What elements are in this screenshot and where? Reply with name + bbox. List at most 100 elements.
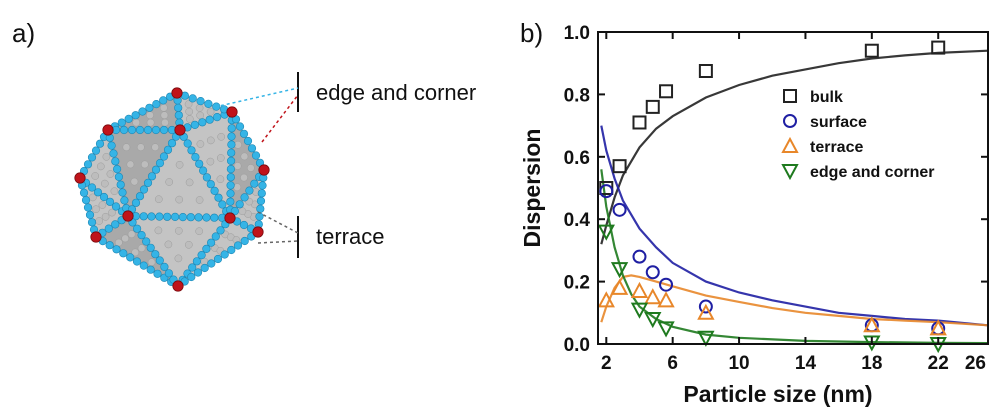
edge-atom <box>226 197 235 206</box>
edge-atom <box>107 141 116 150</box>
panel-b: b) 2 6 10 14 18 22 260.00.20.40.60.81.0 Partic… <box>519 18 989 407</box>
edge-atom <box>251 151 261 160</box>
bulk-atom <box>206 136 215 145</box>
bulk-atom <box>216 175 225 184</box>
edge-atom <box>119 125 129 135</box>
edge-atom <box>257 189 266 198</box>
edge-atom <box>132 257 142 266</box>
bulk-atom <box>174 226 183 235</box>
bulk-atom <box>233 183 242 192</box>
point-edge-and-corner <box>630 302 649 319</box>
x-tick-label: 18 <box>861 353 882 374</box>
point-edge-and-corner <box>597 224 615 241</box>
edge-atom <box>226 189 235 198</box>
edge-atom <box>199 166 208 175</box>
edge-atom <box>202 213 211 222</box>
edge-atom <box>105 197 115 206</box>
edge-atom <box>151 250 160 259</box>
bulk-atom <box>175 195 184 204</box>
bulk-atom <box>185 178 194 187</box>
panel-a-label: a) <box>12 18 35 48</box>
edge-atom <box>247 144 257 153</box>
bulk-atom <box>161 118 169 127</box>
edge-atom <box>155 212 164 221</box>
edge-atom <box>198 118 207 127</box>
edge-atom <box>227 148 236 157</box>
edge-atom <box>131 111 140 120</box>
edge-atom <box>205 115 214 124</box>
corner-atom <box>102 124 114 136</box>
bulk-atom <box>151 143 160 152</box>
edge-atom <box>255 212 264 221</box>
bulk-atom <box>175 160 184 169</box>
edge-atom <box>163 212 172 221</box>
x-tick-label: 14 <box>795 353 817 374</box>
point-terrace <box>610 278 629 295</box>
bulk-atom <box>185 115 194 123</box>
edge-atom <box>146 243 155 252</box>
bulk-atom <box>217 132 226 141</box>
edge-atom <box>213 254 223 264</box>
edge-atom <box>258 181 267 190</box>
bulk-atom <box>110 187 119 196</box>
edge-atom <box>126 253 135 262</box>
legend-label-edge-and-corner: edge and corner <box>810 164 934 181</box>
corner-atom <box>174 124 186 136</box>
bulk-atom <box>106 170 115 178</box>
edge-atom <box>226 165 235 174</box>
edge-atom <box>211 232 220 241</box>
point-bulk <box>659 84 674 99</box>
legend-marker-bulk <box>783 89 797 103</box>
bulk-atom <box>122 143 131 152</box>
edge-atom <box>111 220 120 229</box>
edge-atom <box>85 210 95 219</box>
bulk-atom <box>164 240 173 249</box>
bulk-atom <box>140 160 149 169</box>
edge-atom <box>79 188 89 197</box>
legend-label-bulk: bulk <box>810 89 843 106</box>
corner-atom <box>252 226 264 238</box>
bulk-atom <box>195 196 204 204</box>
edge-atom <box>81 196 91 205</box>
bulk-atom <box>131 248 140 257</box>
edge-atom <box>193 268 203 277</box>
point-surface <box>612 202 627 217</box>
edge-atom <box>243 136 253 146</box>
edge-atom <box>226 173 235 182</box>
point-bulk <box>612 159 627 174</box>
edge-atom <box>133 224 142 233</box>
edge-and-corner-callout: edge and corner <box>316 80 476 105</box>
edge-atom <box>195 159 204 168</box>
point-terrace <box>863 316 881 333</box>
edge-atom <box>239 220 249 230</box>
edge-atom <box>93 188 103 197</box>
edge-atom <box>155 256 164 265</box>
corner-atom <box>172 280 184 292</box>
point-terrace <box>644 288 662 305</box>
point-bulk <box>931 40 946 55</box>
edge-atom <box>124 114 133 123</box>
point-edge-and-corner <box>610 262 629 279</box>
point-edge-and-corner <box>863 335 881 352</box>
edge-atom <box>118 188 127 197</box>
edge-atom <box>171 212 180 221</box>
edge-atom <box>202 173 211 182</box>
edge-atom <box>87 153 97 162</box>
edge-atom <box>151 125 161 135</box>
y-tick-label: 0.0 <box>564 335 590 356</box>
corner-atom <box>171 87 183 99</box>
edge-atom <box>155 159 165 168</box>
data-markers <box>597 40 947 354</box>
edge-atom <box>230 207 239 216</box>
edge-atom <box>186 213 195 222</box>
x-axis-title: Particle size (nm) <box>683 381 872 407</box>
edge-atom <box>83 203 93 212</box>
edge-atom <box>191 153 200 162</box>
bulk-atom <box>127 230 136 239</box>
edge-atom <box>112 245 121 254</box>
legend-marker-surface <box>783 114 797 128</box>
bulk-atom <box>126 160 135 169</box>
edge-atom <box>183 139 192 148</box>
edge-atom <box>174 103 183 112</box>
